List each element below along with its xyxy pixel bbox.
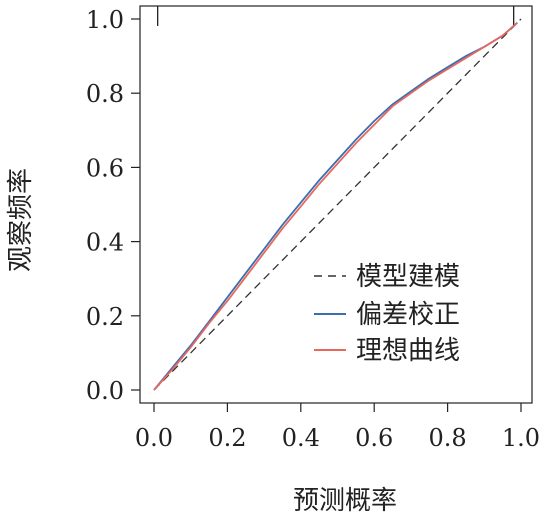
series-line-0 [153,18,522,391]
y-tick-label: 1.0 [86,6,124,34]
legend-label: 模型建模 [356,262,460,292]
y-tick-label: 0.8 [86,80,124,108]
x-tick-label: 0.6 [355,424,393,452]
plot-frame [139,5,533,404]
x-tick-label: 0.4 [282,424,320,452]
series-line-2 [153,22,518,391]
x-tick-label: 0.0 [135,424,173,452]
x-tick-label: 0.2 [208,424,246,452]
y-tick-label: 0.6 [86,154,124,182]
x-axis-title: 预测概率 [293,486,397,516]
x-tick-label: 0.8 [429,424,467,452]
series-layer [153,18,522,391]
legend-label: 理想曲线 [356,336,460,366]
plot-border [139,5,533,404]
series-line-1 [153,22,518,391]
y-axis: 0.0 0.2 0.4 0.6 0.8 1.0 [86,6,140,405]
x-axis: 0.0 0.2 0.4 0.6 0.8 1.0 [135,403,540,452]
x-tick-label: 1.0 [502,424,540,452]
y-tick-label: 0.2 [86,303,124,331]
y-tick-label: 0.0 [86,377,124,405]
y-axis-title: 观察频率 [6,168,36,272]
legend-label: 偏差校正 [356,300,460,330]
y-tick-label: 0.4 [86,229,124,257]
